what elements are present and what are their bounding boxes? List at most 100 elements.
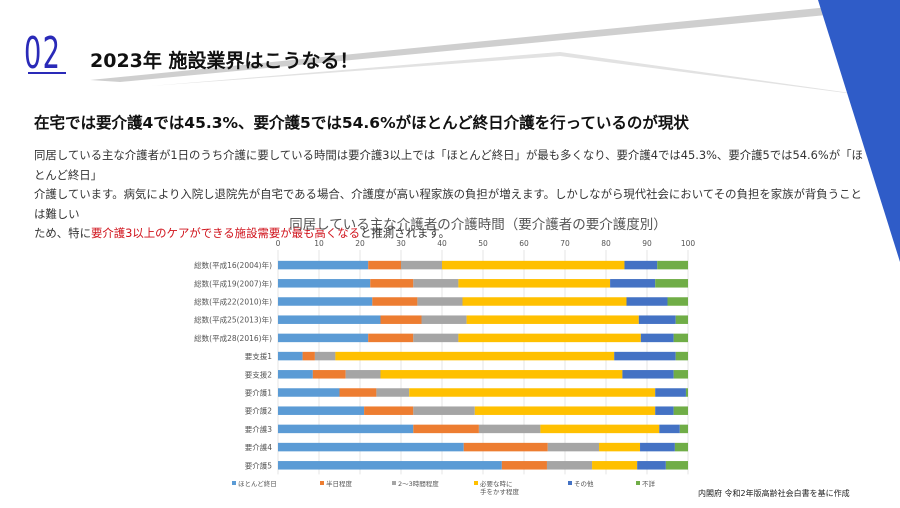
category-label: 要支援2 bbox=[245, 369, 272, 379]
category-label: 要介護5 bbox=[245, 460, 272, 470]
bar-segment bbox=[278, 388, 340, 397]
bar-segment bbox=[622, 370, 674, 379]
bar-segment bbox=[345, 370, 381, 379]
bar-segment bbox=[626, 297, 668, 306]
legend-label: 2～3時間程度 bbox=[398, 479, 439, 488]
bar-segment bbox=[655, 388, 686, 397]
bar-segment bbox=[278, 297, 373, 306]
bar-segment bbox=[302, 351, 315, 361]
legend-label: 半日程度 bbox=[326, 479, 353, 488]
bar-segment bbox=[637, 461, 666, 470]
legend-label: 必要な時に bbox=[480, 479, 513, 488]
x-tick-label: 50 bbox=[478, 239, 488, 248]
bar-segment bbox=[675, 351, 688, 361]
bar-segment bbox=[335, 351, 615, 361]
category-label: 要介護3 bbox=[245, 424, 272, 434]
bar-segment bbox=[610, 279, 656, 288]
category-label: 総数(平成16(2004)年) bbox=[194, 260, 272, 270]
bar-segment bbox=[278, 279, 371, 288]
bar-segment bbox=[665, 461, 688, 470]
legend-swatch bbox=[320, 481, 324, 485]
bar-segment bbox=[501, 461, 547, 470]
x-tick-label: 90 bbox=[642, 239, 652, 248]
bar-segment bbox=[417, 297, 463, 306]
bar-segment bbox=[674, 442, 688, 452]
x-tick-label: 60 bbox=[519, 239, 529, 248]
bar-segment bbox=[364, 406, 414, 415]
legend-label: 不詳 bbox=[642, 479, 656, 488]
bar-segment bbox=[673, 333, 688, 343]
category-label: 総数(平成28(2016)年) bbox=[194, 333, 272, 343]
category-label: 要介護2 bbox=[245, 406, 272, 416]
bar-segment bbox=[413, 333, 459, 343]
legend-swatch bbox=[232, 481, 236, 485]
legend-swatch bbox=[474, 481, 478, 485]
bar-segment bbox=[540, 424, 660, 434]
bar-segment bbox=[278, 370, 313, 379]
bar-segment bbox=[380, 315, 422, 324]
legend-label: その他 bbox=[574, 479, 594, 488]
bar-segment bbox=[376, 388, 410, 397]
bar-segment bbox=[466, 315, 639, 324]
x-tick-label: 10 bbox=[314, 239, 324, 248]
bar-segment bbox=[478, 424, 541, 434]
bar-segment bbox=[278, 351, 303, 361]
bar-segment bbox=[278, 406, 365, 415]
body-line-3: ため、特に要介護3以上のケアができる施設需要が最も高くなると推測されます。 bbox=[34, 224, 864, 244]
category-label: 要介護1 bbox=[245, 388, 272, 398]
x-tick-label: 0 bbox=[276, 239, 281, 248]
bar-segment bbox=[278, 315, 381, 324]
legend-label: ほとんど終日 bbox=[238, 479, 277, 488]
x-tick-label: 80 bbox=[601, 239, 611, 248]
legend-swatch bbox=[392, 481, 396, 485]
bar-segment bbox=[458, 279, 611, 288]
bar-segment bbox=[655, 279, 688, 288]
page-title: 2023年 施設業界はこうなる！ bbox=[90, 50, 359, 72]
bar-segment bbox=[592, 461, 638, 470]
bar-segment bbox=[657, 260, 688, 270]
chart-title: 同居している主な介護者の介護時間（要介護者の要介護度別） bbox=[289, 217, 667, 233]
bar-segment bbox=[314, 351, 336, 361]
bar-segment bbox=[599, 442, 641, 452]
bar-segment bbox=[339, 388, 377, 397]
bar-segment bbox=[667, 297, 688, 306]
bar-segment bbox=[462, 297, 627, 306]
bar-segment bbox=[370, 279, 414, 288]
bar-segment bbox=[380, 370, 623, 379]
x-tick-label: 100 bbox=[681, 239, 696, 248]
bar-segment bbox=[679, 424, 688, 434]
x-tick-label: 30 bbox=[396, 239, 406, 248]
bar-segment bbox=[458, 333, 641, 343]
section-number: 02 bbox=[24, 28, 62, 79]
bar-segment bbox=[659, 424, 680, 434]
legend-swatch bbox=[636, 481, 640, 485]
body-text: 同居している主な介護者が1日のうち介護に要している時間は要介護3以上では「ほとん… bbox=[34, 146, 864, 244]
bar-segment bbox=[474, 406, 656, 415]
legend-swatch bbox=[568, 481, 572, 485]
decorative-gray-stripe bbox=[90, 0, 900, 82]
bar-segment bbox=[673, 406, 688, 415]
bar-segment bbox=[675, 315, 688, 324]
bar-segment bbox=[413, 406, 475, 415]
bar-segment bbox=[638, 315, 676, 324]
bar-segment bbox=[546, 461, 593, 470]
bar-segment bbox=[547, 442, 600, 452]
bar-segment bbox=[685, 388, 688, 397]
bar-segment bbox=[421, 315, 467, 324]
bar-segment bbox=[278, 333, 369, 343]
category-label: 要支援1 bbox=[245, 351, 272, 361]
bar-segment bbox=[368, 260, 401, 270]
body-line-2: 介護しています。病気により入院し退院先が自宅である場合、介護度が高い程家族の負担… bbox=[34, 187, 862, 221]
highlight-text: 要介護3以上のケアができる施設需要が最も高くなる bbox=[90, 226, 360, 240]
bar-segment bbox=[614, 351, 676, 361]
bar-segment bbox=[673, 370, 688, 379]
category-label: 総数(平成19(2007)年) bbox=[194, 278, 272, 288]
bar-segment bbox=[278, 424, 414, 434]
bar-segment bbox=[312, 370, 346, 379]
bar-segment bbox=[409, 388, 656, 397]
category-label: 総数(平成22(2010)年) bbox=[194, 297, 272, 307]
x-tick-label: 70 bbox=[560, 239, 570, 248]
source-note: 内閣府 令和2年版高齢社会白書を基に作成 bbox=[698, 489, 850, 498]
